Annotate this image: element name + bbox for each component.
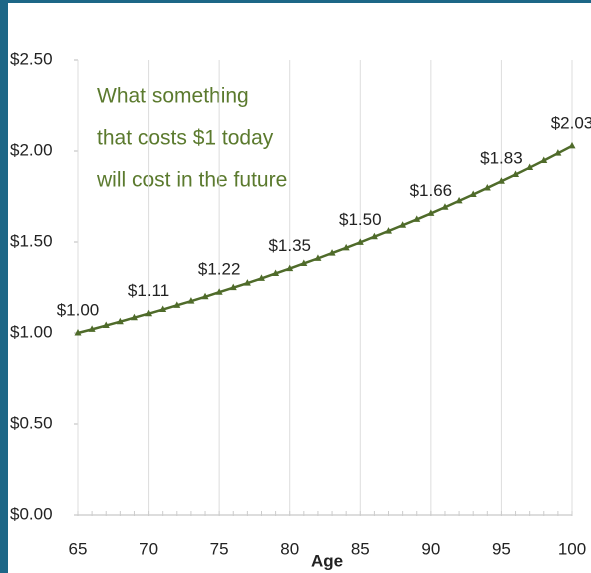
marker [229,283,237,291]
x-tick-label: 65 [69,539,88,558]
data-label: $1.35 [268,236,311,255]
x-tick-label: 75 [210,539,229,558]
marker [201,292,209,300]
marker [74,329,82,336]
marker [286,264,294,272]
marker [568,141,576,149]
y-tick-label: $0.00 [10,504,53,523]
marker [272,269,280,276]
data-label: $2.03 [551,113,591,132]
marker [102,321,110,329]
data-label: $1.00 [57,300,100,319]
marker [159,305,167,313]
data-label: $1.11 [128,281,169,300]
marker [215,288,223,295]
marker [385,227,393,234]
marker [88,325,96,332]
marker [130,313,138,321]
marker [455,196,463,204]
marker [427,209,435,216]
marker [526,163,534,171]
marker [356,238,364,245]
marker [328,249,336,256]
marker [243,279,251,286]
left-bar [0,0,8,573]
marker [469,190,477,197]
marker [145,309,153,317]
marker [173,301,181,308]
x-tick-label: 85 [351,539,370,558]
marker [497,177,505,184]
data-label: $1.22 [198,260,241,279]
data-label: $1.66 [410,181,453,200]
x-axis-label: Age [311,551,343,570]
marker [116,317,124,325]
marker [399,221,407,228]
y-tick-label: $2.00 [10,140,53,159]
marker [370,232,378,240]
marker [413,215,421,222]
y-tick-label: $1.50 [10,231,53,250]
marker [300,259,308,266]
annotation: What something [97,85,249,108]
top-bar [0,0,591,3]
x-tick-label: 95 [492,539,511,558]
marker [187,297,195,304]
marker [512,170,520,177]
data-label: $1.83 [480,149,523,168]
marker [540,156,548,163]
y-tick-label: $2.50 [10,49,53,68]
marker [554,149,562,156]
x-tick-label: 70 [139,539,158,558]
annotation: that costs $1 today [97,127,274,150]
marker [441,203,449,210]
data-label: $1.50 [339,210,382,229]
y-tick-label: $1.00 [10,322,53,341]
annotation: will cost in the future [96,169,287,192]
x-tick-label: 90 [421,539,440,558]
marker [483,183,491,191]
x-tick-label: 80 [280,539,299,558]
marker [257,274,265,281]
marker [342,243,350,251]
y-tick-label: $0.50 [10,413,53,432]
marker [314,254,322,261]
x-tick-label: 100 [558,539,586,558]
